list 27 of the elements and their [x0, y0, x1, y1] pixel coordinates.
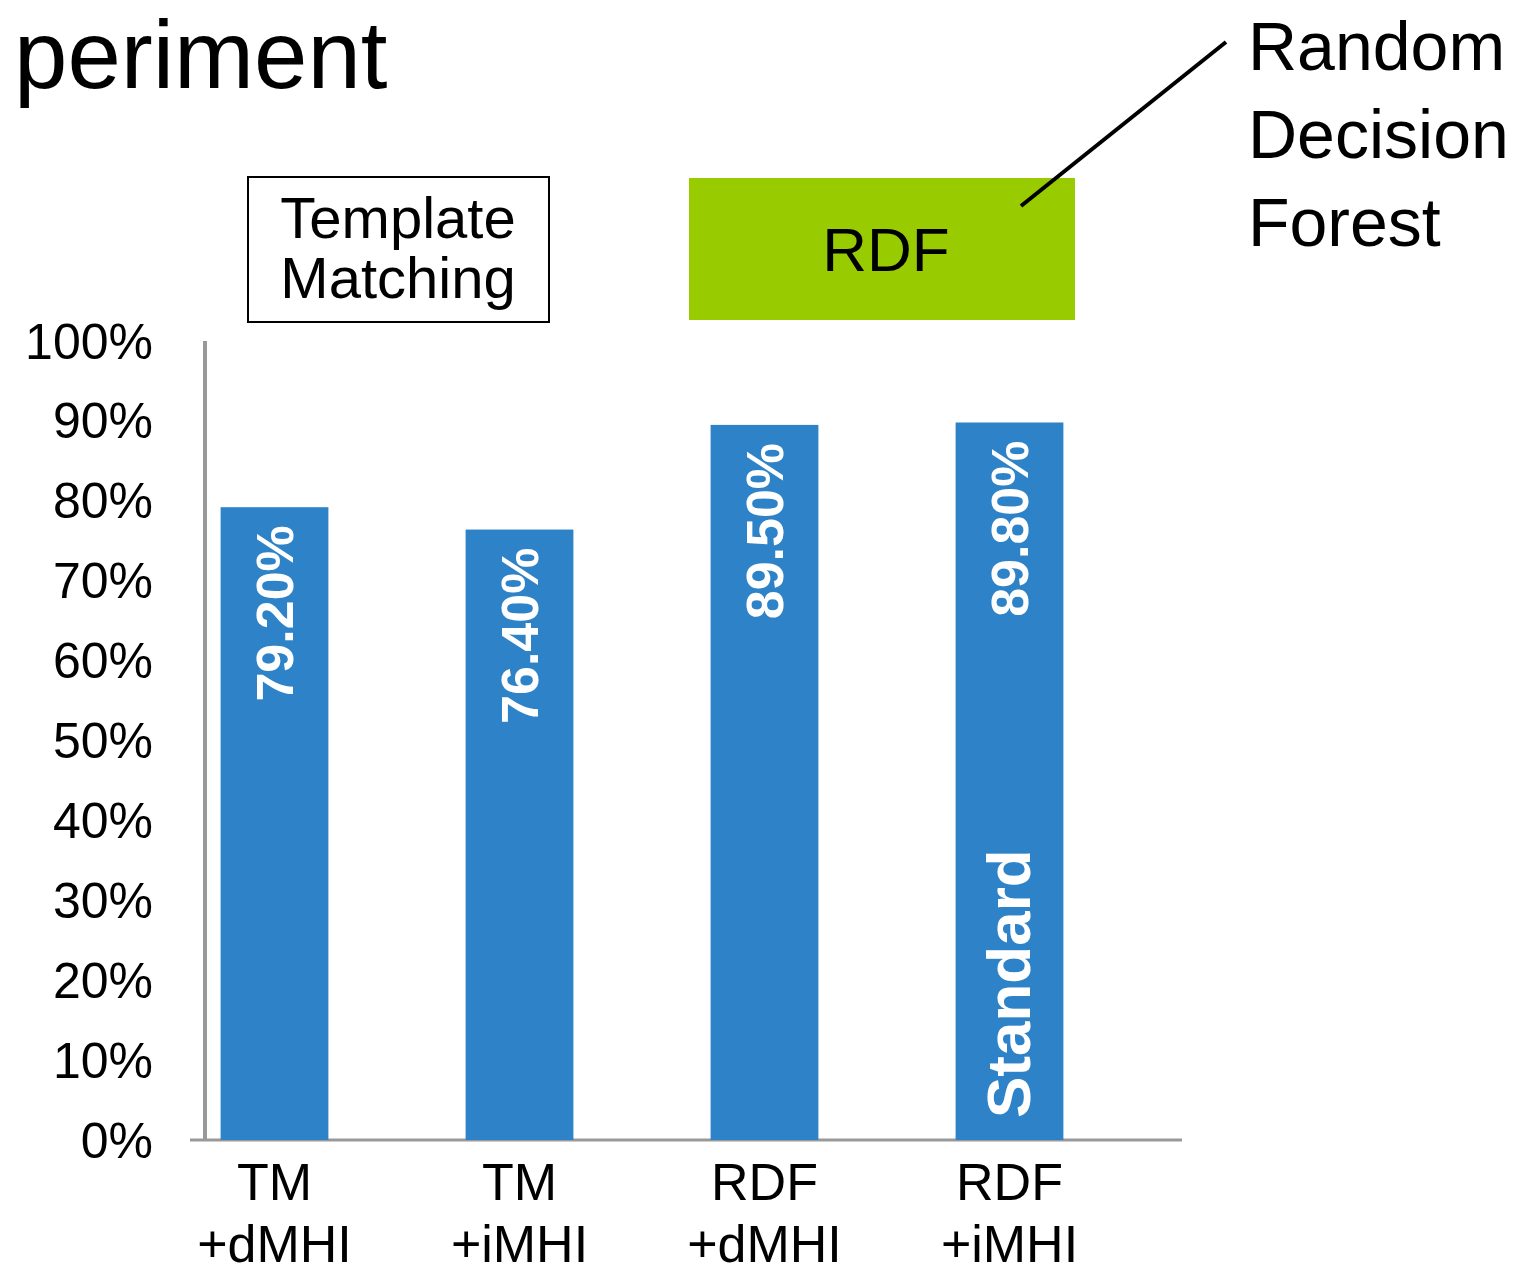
- x-tick-label: TM +iMHI: [450, 1153, 589, 1271]
- text: RDF: [822, 214, 950, 284]
- data-label: 89.80%: [980, 440, 1039, 617]
- y-tick-label: 50%: [52, 713, 153, 769]
- y-tick-label: 100%: [25, 313, 153, 370]
- chart-title: periment: [14, 1, 388, 108]
- y-tick-label: 80%: [52, 473, 153, 530]
- y-tick-label: 40%: [52, 792, 153, 849]
- data-label: 76.40%: [490, 547, 549, 724]
- annotation: Standard: [973, 849, 1043, 1118]
- x-tick-label: TM +dMHI: [197, 1153, 352, 1271]
- y-tick-label: 0%: [80, 1112, 153, 1169]
- bar: [220, 507, 329, 1140]
- y-tick-label: 60%: [52, 633, 153, 690]
- bar: [465, 529, 574, 1140]
- y-tick-label: 90%: [52, 393, 153, 450]
- bar: [710, 424, 819, 1140]
- y-tick-label: 70%: [52, 553, 153, 610]
- text: Random Decision Forest: [1248, 8, 1509, 260]
- data-label: 89.50%: [735, 442, 794, 620]
- x-tick-label: RDF +iMHI: [940, 1153, 1079, 1271]
- y-tick-label: 10%: [52, 1032, 153, 1089]
- y-tick-label: 30%: [52, 872, 153, 929]
- y-tick-label: 20%: [52, 952, 153, 1009]
- x-tick-label: RDF +dMHI: [687, 1153, 842, 1271]
- text: Template Matching: [280, 185, 516, 310]
- data-label: 79.20%: [245, 525, 304, 702]
